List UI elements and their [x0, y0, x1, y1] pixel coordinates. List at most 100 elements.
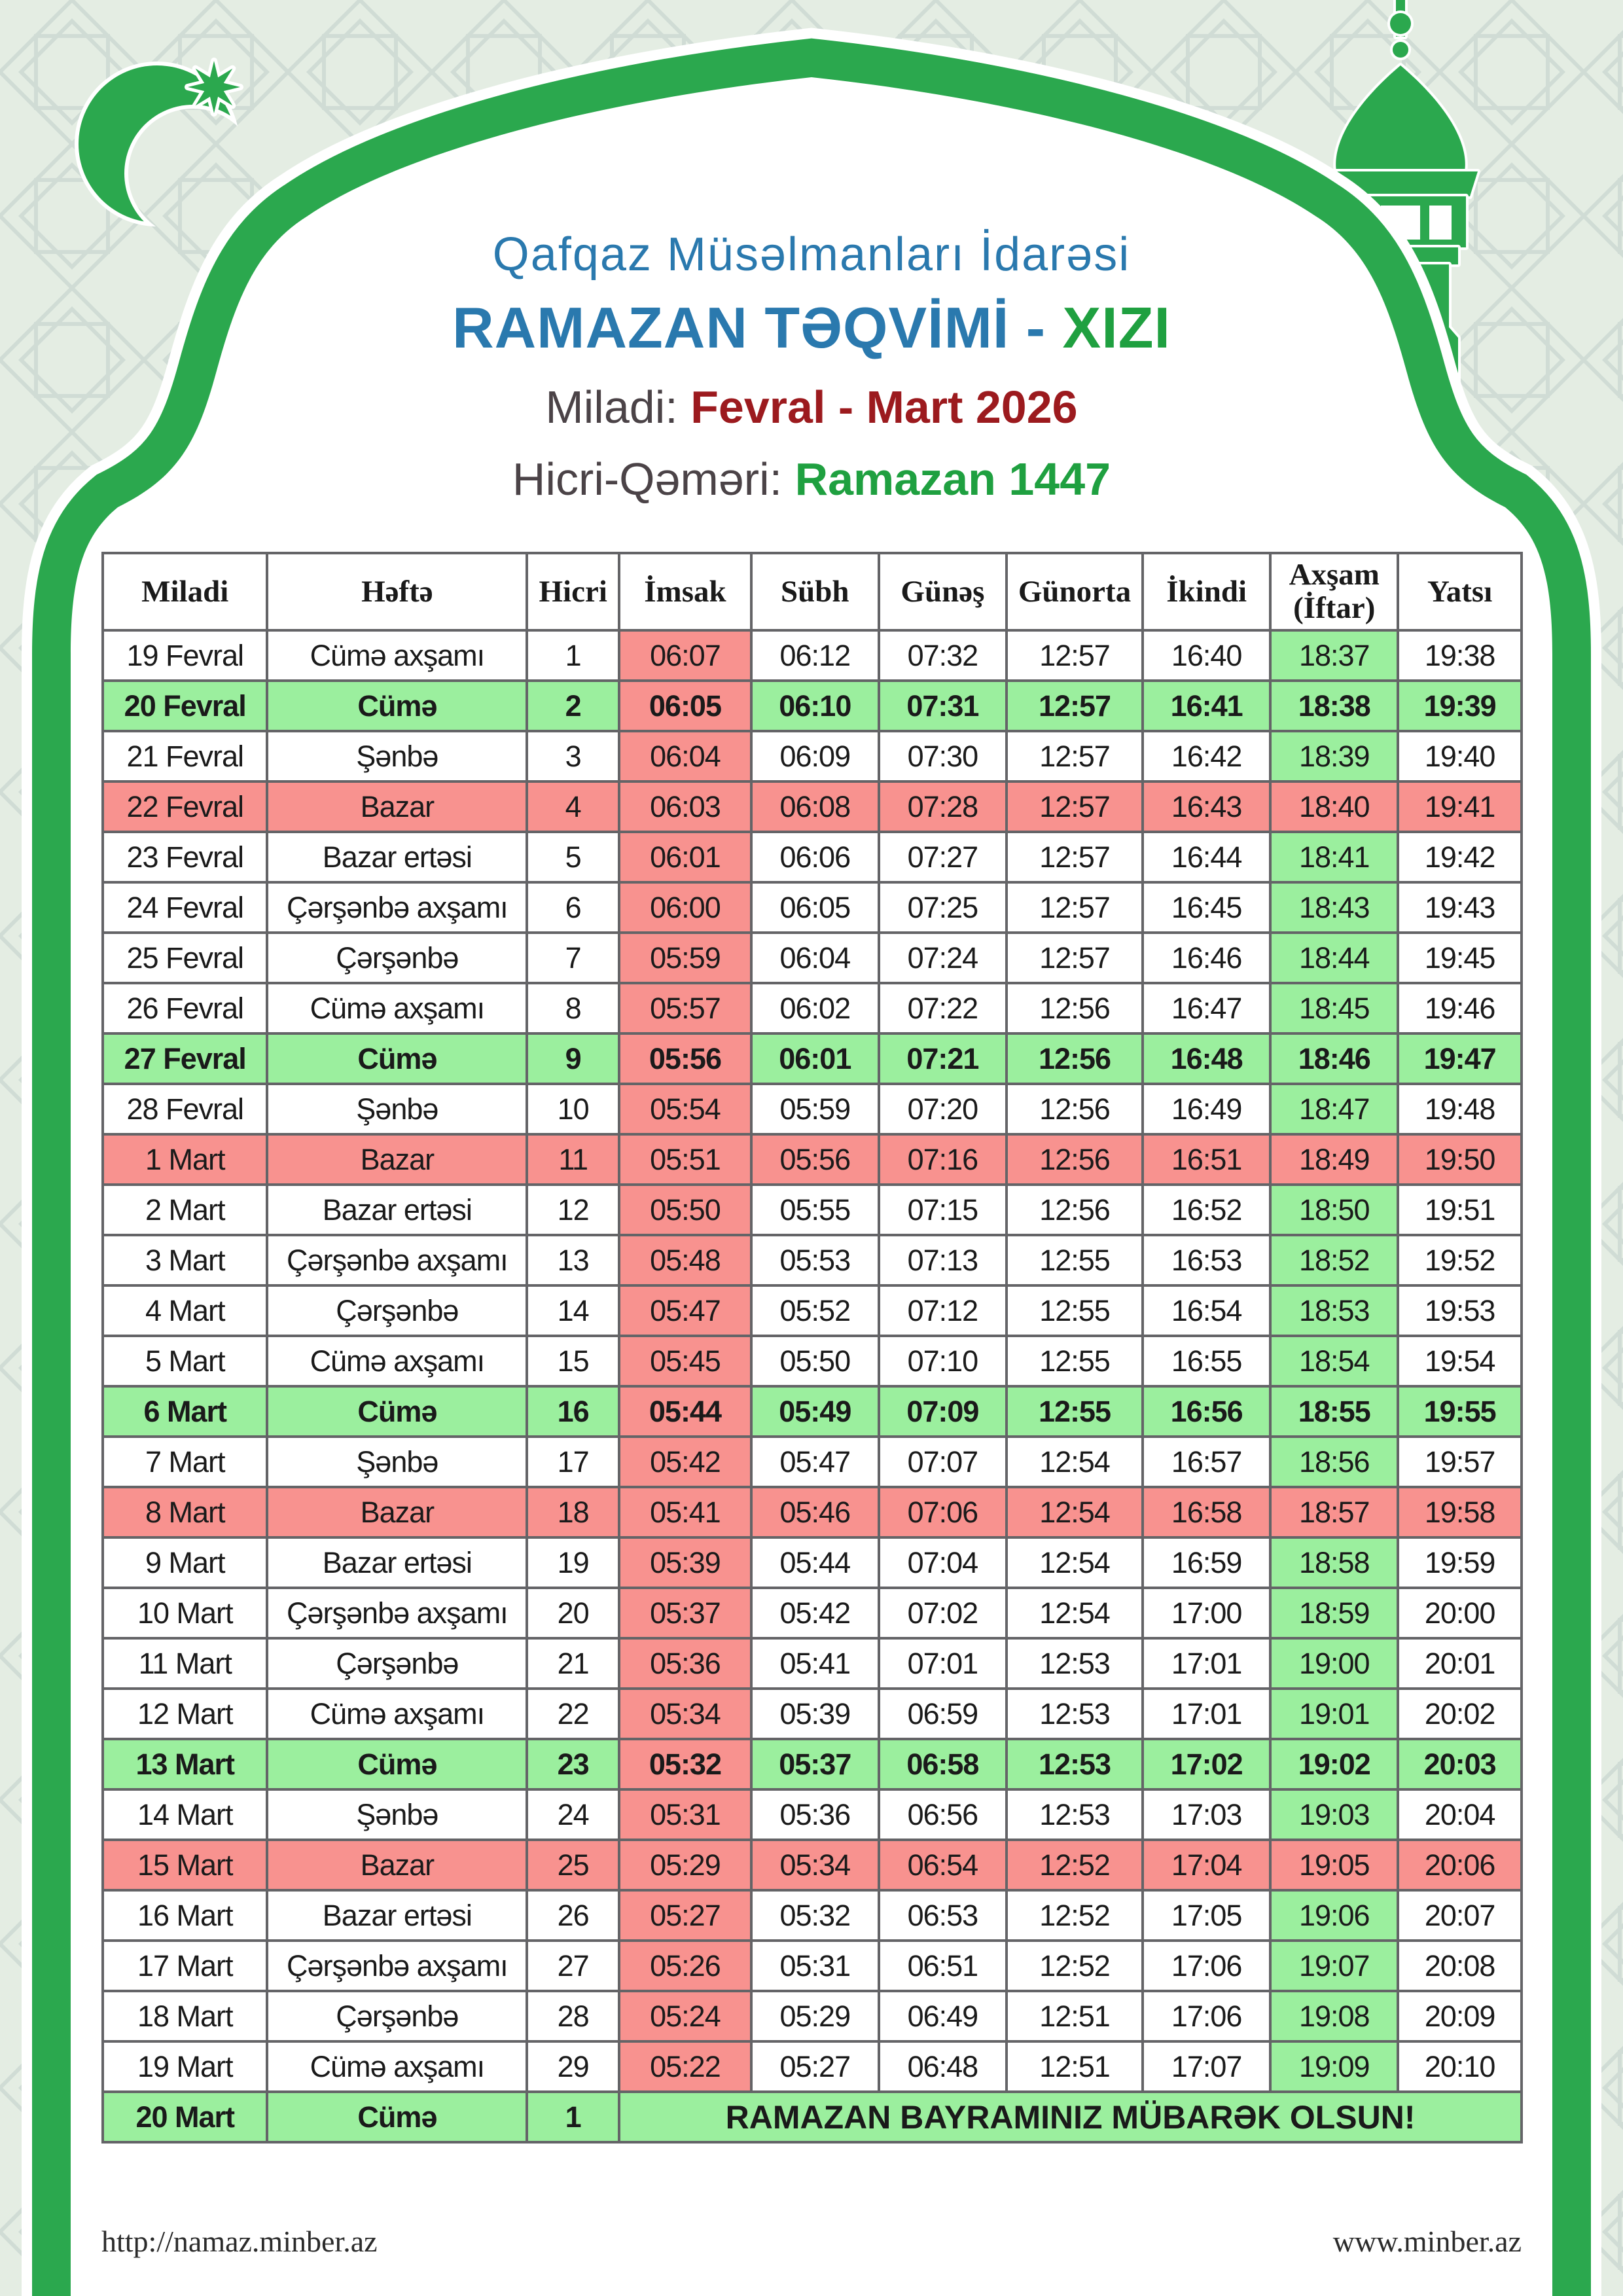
cell-gunes: 07:27	[877, 831, 1008, 884]
cell-hicri: 24	[526, 1788, 621, 1841]
table-header-row: Miladi Həftə Hicri İmsak Sübh Günəş Günorta İki…	[101, 552, 1523, 632]
miladi-value: Fevral - Mart 2026	[690, 382, 1078, 433]
cell-gunorta: 12:57	[1005, 931, 1145, 984]
cell-yatsi: 19:45	[1397, 931, 1523, 984]
table-row: 23 Fevral Bazar ertəsi 5 06:01 06:06 07:27 12:…	[101, 831, 1523, 884]
cell-gunorta: 12:54	[1005, 1435, 1145, 1488]
cell-date: 3 Mart	[101, 1234, 269, 1287]
footer-right-link[interactable]: www.minber.az	[1332, 2225, 1522, 2258]
prayer-times-table: Miladi Həftə Hicri İmsak Sübh Günəş Günorta İki…	[101, 552, 1523, 2144]
title-main: RAMAZAN TƏQVİMİ -	[452, 295, 1046, 360]
cell-hicri: 12	[526, 1183, 621, 1236]
cell-gunes: 07:32	[877, 629, 1008, 682]
cell-axsam: 18:59	[1269, 1587, 1400, 1640]
col-yatsi: Yatsı	[1397, 552, 1523, 632]
cell-imsak: 05:32	[618, 1738, 753, 1791]
cell-day: Şənbə	[266, 1435, 529, 1488]
cell-subh: 05:44	[749, 1536, 880, 1589]
cell-date: 11 Mart	[101, 1637, 269, 1690]
cell-gunorta: 12:56	[1005, 1183, 1145, 1236]
cell-ikindi: 16:46	[1141, 931, 1272, 984]
cell-imsak: 05:34	[618, 1687, 753, 1740]
cell-gunes: 06:48	[877, 2040, 1008, 2093]
cell-imsak: 05:42	[618, 1435, 753, 1488]
cell-gunorta: 12:54	[1005, 1536, 1145, 1589]
cell-hicri: 29	[526, 2040, 621, 2093]
cell-axsam: 19:02	[1269, 1738, 1400, 1791]
cell-imsak: 05:31	[618, 1788, 753, 1841]
cell-subh: 05:46	[749, 1486, 880, 1539]
cell-axsam: 18:44	[1269, 931, 1400, 984]
footer-left-link[interactable]: http://namaz.minber.az	[101, 2225, 378, 2258]
cell-axsam: 18:41	[1269, 831, 1400, 884]
cell-axsam: 19:03	[1269, 1788, 1400, 1841]
cell-yatsi: 19:50	[1397, 1133, 1523, 1186]
cell-imsak: 05:24	[618, 1990, 753, 2043]
cell-hicri: 9	[526, 1032, 621, 1085]
cell-day: Bazar	[266, 1133, 529, 1186]
cell-subh: 06:01	[749, 1032, 880, 1085]
cell-date: 12 Mart	[101, 1687, 269, 1740]
eight-point-star-icon	[185, 58, 243, 117]
cell-hicri: 15	[526, 1335, 621, 1388]
col-imsak: İmsak	[618, 552, 753, 632]
cell-day: Çərşənbə	[266, 1637, 529, 1690]
cell-date: 7 Mart	[101, 1435, 269, 1488]
cell-subh: 05:47	[749, 1435, 880, 1488]
cell-day: Çərşənbə	[266, 931, 529, 984]
cell-axsam: 18:56	[1269, 1435, 1400, 1488]
cell-hicri: 16	[526, 1385, 621, 1438]
cell-yatsi: 19:54	[1397, 1335, 1523, 1388]
cell-gunorta: 12:52	[1005, 1839, 1145, 1892]
cell-yatsi: 19:38	[1397, 629, 1523, 682]
cell-axsam: 18:58	[1269, 1536, 1400, 1589]
cell-hicri: 14	[526, 1284, 621, 1337]
cell-gunes: 07:31	[877, 679, 1008, 732]
cell-date: 21 Fevral	[101, 730, 269, 783]
cell-subh: 05:59	[749, 1083, 880, 1136]
cell-imsak: 06:00	[618, 881, 753, 934]
cell-imsak: 05:44	[618, 1385, 753, 1438]
cell-axsam: 18:53	[1269, 1284, 1400, 1337]
cell-day: Bazar	[266, 1839, 529, 1892]
cell-imsak: 05:39	[618, 1536, 753, 1589]
cell-date: 16 Mart	[101, 1889, 269, 1942]
cell-subh: 05:27	[749, 2040, 880, 2093]
cell-date: 4 Mart	[101, 1284, 269, 1337]
cell-gunes: 07:21	[877, 1032, 1008, 1085]
footer: http://namaz.minber.az www.minber.az	[101, 2224, 1522, 2259]
cell-date: 13 Mart	[101, 1738, 269, 1791]
cell-date: 8 Mart	[101, 1486, 269, 1539]
col-ikindi: İkindi	[1141, 552, 1272, 632]
cell-imsak: 05:41	[618, 1486, 753, 1539]
table-row: 19 Mart Cümə axşamı 29 05:22 05:27 06:48 12:51…	[101, 2040, 1523, 2093]
cell-gunorta: 12:53	[1005, 1738, 1145, 1791]
cell-axsam: 18:50	[1269, 1183, 1400, 1236]
cell-gunorta: 12:51	[1005, 2040, 1145, 2093]
prayer-times-table-wrap: Miladi Həftə Hicri İmsak Sübh Günəş Günorta İki…	[101, 552, 1523, 2144]
cell-imsak: 05:54	[618, 1083, 753, 1136]
cell-axsam: 18:45	[1269, 982, 1400, 1035]
cell-axsam: 19:09	[1269, 2040, 1400, 2093]
cell-subh: 05:36	[749, 1788, 880, 1841]
table-row: 28 Fevral Şənbə 10 05:54 05:59 07:20 12:56 16:4…	[101, 1083, 1523, 1136]
cell-yatsi: 19:39	[1397, 679, 1523, 732]
cell-ikindi: 16:57	[1141, 1435, 1272, 1488]
cell-hicri: 22	[526, 1687, 621, 1740]
cell-subh: 06:10	[749, 679, 880, 732]
table-row: 20 Mart Cümə 1 RAMAZAN BAYRAMINIZ MÜBARƏK O…	[101, 2090, 1523, 2144]
cell-ikindi: 16:41	[1141, 679, 1272, 732]
cell-imsak: 05:37	[618, 1587, 753, 1640]
cell-gunes: 06:51	[877, 1939, 1008, 1992]
cell-date: 17 Mart	[101, 1939, 269, 1992]
table-row: 2 Mart Bazar ertəsi 12 05:50 05:55 07:15 12:56…	[101, 1183, 1523, 1236]
cell-axsam: 19:05	[1269, 1839, 1400, 1892]
cell-ikindi: 16:47	[1141, 982, 1272, 1035]
cell-imsak: 05:36	[618, 1637, 753, 1690]
cell-subh: 05:29	[749, 1990, 880, 2043]
cell-axsam: 18:43	[1269, 881, 1400, 934]
table-row: 4 Mart Çərşənbə 14 05:47 05:52 07:12 12:55 16:5…	[101, 1284, 1523, 1337]
col-day: Həftə	[266, 552, 529, 632]
table-row: 18 Mart Çərşənbə 28 05:24 05:29 06:49 12:51 17:…	[101, 1990, 1523, 2043]
